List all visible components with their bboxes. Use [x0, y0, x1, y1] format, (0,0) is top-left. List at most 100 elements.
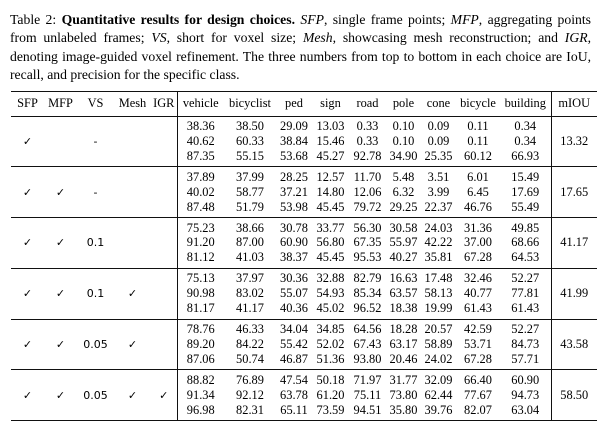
config-igr-cell	[151, 116, 177, 167]
checkmark-icon: ✓	[159, 388, 169, 402]
caption-segment-12: , denoting image-guided voxel refinement…	[10, 30, 592, 83]
precision-value: 95.53	[353, 250, 382, 265]
iou-value: 38.66	[236, 220, 264, 235]
caption-segment-7: VS	[151, 30, 167, 46]
iou-value: 47.54	[280, 372, 308, 387]
recall-value: 89.20	[186, 336, 215, 351]
config-mesh-cell	[114, 218, 151, 269]
recall-value: 53.71	[464, 336, 492, 351]
precision-value: 25.35	[424, 148, 453, 163]
caption-segment-11: IGR	[564, 30, 588, 46]
precision-value: 61.43	[511, 301, 540, 316]
metrics-cell-sign: 32.88 54.93 45.02	[312, 268, 349, 319]
precision-value: 35.80	[389, 402, 418, 417]
config-vs-cell: 0.1	[77, 218, 114, 269]
iou-value: 24.03	[424, 220, 453, 235]
iou-value: 76.89	[236, 372, 264, 387]
recall-value: 67.35	[353, 235, 382, 250]
metrics-cell-road: 71.97 75.11 94.51	[349, 370, 386, 421]
recall-value: 40.77	[464, 286, 492, 301]
recall-value: 58.77	[236, 184, 264, 199]
config-sfp-cell: ✓	[11, 116, 44, 167]
col-header-bicyclist: bicyclist	[229, 96, 271, 111]
metrics-cell-pole: 30.58 55.97 40.27	[386, 218, 421, 269]
precision-value: 65.11	[280, 402, 308, 417]
iou-value: 82.79	[353, 271, 382, 286]
table-head: SFP MFP VS Mesh IGR vehicle bicyclist ped sign ro…	[11, 91, 597, 117]
recall-value: 84.22	[236, 336, 264, 351]
iou-value: 0.33	[356, 119, 379, 134]
iou-value: 46.33	[236, 322, 264, 336]
config-vs-cell: 0.05	[77, 370, 114, 421]
metrics-cell-bicyclist: 46.33 84.22 50.74	[224, 319, 276, 370]
iou-value: 13.03	[316, 119, 345, 134]
config-mfp-cell	[44, 116, 77, 167]
miou-cell: 13.32	[550, 116, 597, 167]
metrics-cell-road: 82.79 85.34 96.52	[349, 268, 386, 319]
iou-value: 32.46	[464, 271, 492, 286]
caption-segment-8: , short for voxel size;	[166, 30, 303, 46]
result-row-1: ✓ -38.36 40.62 87.35 38.50 60.33 55.15 29.09 38.…	[11, 116, 597, 167]
recall-value: 38.84	[280, 134, 308, 149]
metrics-cell-building: 49.85 68.66 64.53	[500, 218, 551, 269]
dash-mark: -	[93, 134, 98, 148]
precision-value: 53.98	[280, 199, 308, 214]
recall-value: 37.00	[464, 235, 492, 250]
iou-value: 71.97	[353, 372, 382, 387]
dash-mark: 0.05	[83, 388, 108, 402]
recall-value: 6.32	[392, 184, 415, 199]
precision-value: 79.72	[353, 199, 382, 214]
miou-cell: 41.17	[550, 217, 597, 269]
checkmark-icon: ✓	[55, 388, 66, 402]
precision-value: 51.79	[236, 199, 264, 214]
metrics-cell-vehicle: 78.76 89.20 87.06	[176, 319, 224, 370]
iou-value: 20.57	[424, 322, 453, 336]
precision-value: 20.46	[389, 351, 418, 366]
recall-value: 91.34	[186, 387, 215, 402]
col-header-pole: pole	[392, 96, 415, 111]
metrics-cell-bicycle: 32.46 40.77 61.43	[456, 268, 500, 319]
precision-value: 64.53	[511, 250, 540, 265]
col-header-vehicle: vehicle	[176, 91, 224, 117]
checkmark-icon: ✓	[55, 287, 66, 301]
recall-value: 73.80	[389, 387, 418, 402]
metrics-cell-vehicle: 88.82 91.34 96.98	[176, 369, 224, 421]
iou-value: 32.09	[424, 372, 453, 387]
iou-value: 78.76	[186, 322, 215, 336]
config-mesh-cell: ✓	[114, 319, 151, 370]
metrics-cell-vehicle: 75.23 91.20 81.12	[176, 217, 224, 269]
metrics-cell-building: 60.90 94.73 63.04	[500, 370, 551, 421]
metrics-cell-bicycle: 31.36 37.00 67.28	[456, 218, 500, 269]
recall-value: 83.02	[236, 286, 264, 301]
metrics-cell-bicyclist: 76.89 92.12 82.31	[224, 370, 276, 421]
precision-value: 46.87	[280, 351, 308, 366]
metrics-cell-vehicle: 37.89 40.02 87.48	[176, 166, 224, 218]
precision-value: 45.27	[316, 148, 345, 163]
precision-value: 40.36	[280, 301, 308, 316]
iou-value: 6.01	[467, 169, 489, 184]
recall-value: 75.11	[353, 387, 382, 402]
caption-segment-1: Quantitative results for design choices.	[61, 12, 296, 27]
recall-value: 6.45	[467, 184, 489, 199]
precision-value: 67.28	[464, 250, 492, 265]
recall-value: 17.69	[511, 184, 540, 199]
precision-value: 38.37	[280, 250, 308, 265]
metrics-cell-building: 52.27 84.73 57.71	[500, 319, 551, 370]
metrics-cell-ped: 30.78 60.90 38.37	[276, 218, 312, 269]
checkmark-icon: ✓	[22, 287, 33, 301]
metrics-cell-bicyclist: 37.97 83.02 41.17	[224, 268, 276, 319]
metrics-cell-pole: 5.48 6.32 29.25	[386, 167, 421, 218]
metrics-cell-ped: 28.25 37.21 53.98	[276, 167, 312, 218]
recall-value: 0.33	[356, 134, 379, 149]
config-vs-cell: -	[77, 167, 114, 218]
precision-value: 57.71	[511, 351, 540, 366]
metrics-cell-road: 0.33 0.33 92.78	[349, 116, 386, 167]
table-caption: Table 2: Quantitative results for design…	[10, 11, 591, 85]
result-row-2: ✓ ✓ -37.89 40.02 87.48 37.99 58.77 51.79 28.25 37…	[11, 166, 597, 218]
iou-value: 60.90	[511, 372, 540, 387]
metrics-cell-vehicle: 38.36 40.62 87.35	[176, 116, 224, 167]
dash-mark: 0.1	[86, 287, 105, 301]
recall-value: 56.80	[316, 235, 345, 250]
recall-value: 55.97	[389, 235, 418, 250]
recall-value: 63.57	[389, 286, 418, 301]
